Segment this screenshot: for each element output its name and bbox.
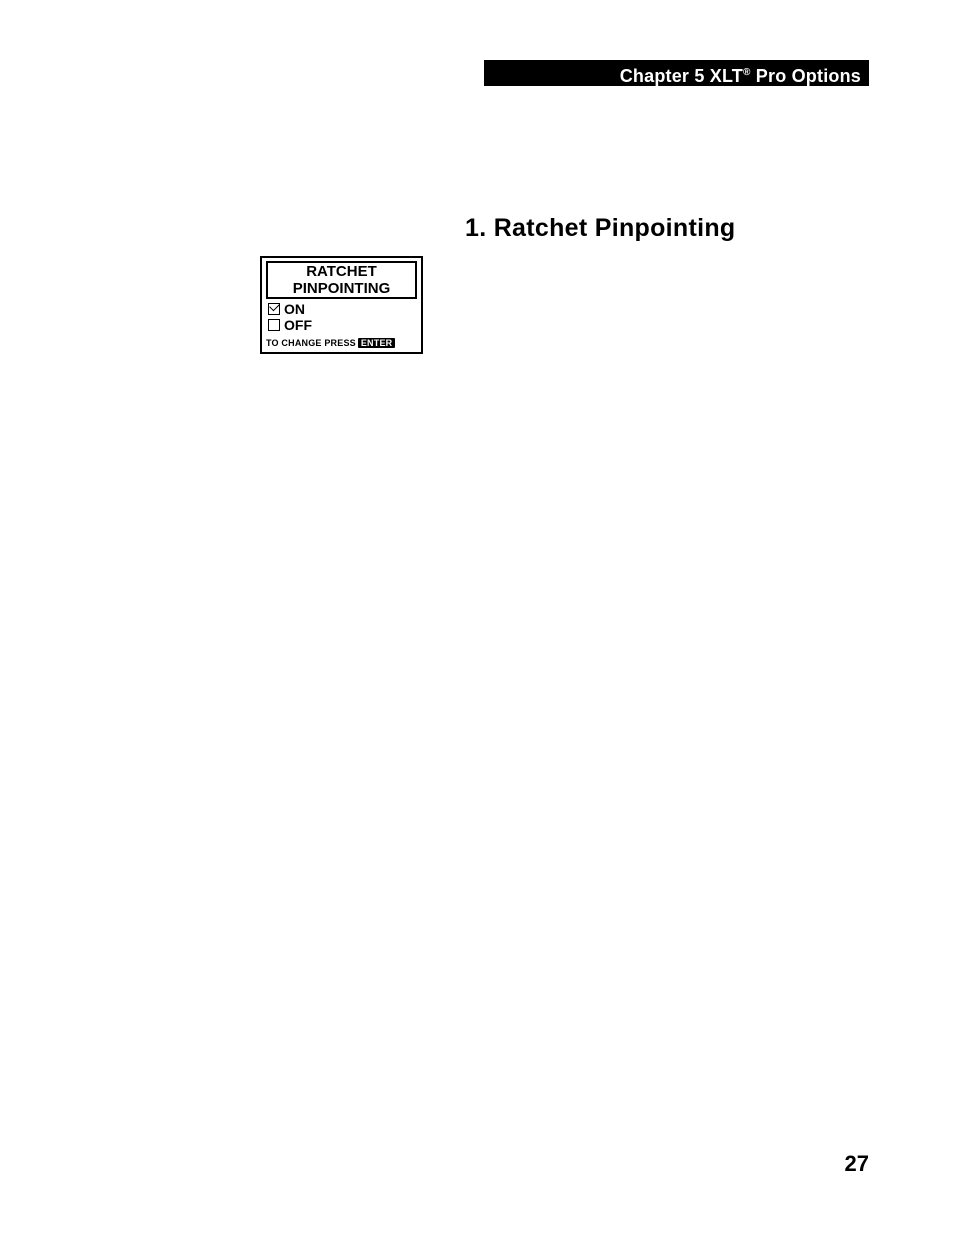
option-off-row[interactable]: OFF [268,317,417,333]
hint-text: TO CHANGE PRESS [266,338,356,348]
checkbox-off-icon [268,319,280,331]
option-off-label: OFF [284,317,312,333]
panel-hint: TO CHANGE PRESSENTER [266,338,395,348]
page-number: 27 [845,1151,869,1177]
page: Chapter 5 XLT® Pro Options 1. Ratchet Pi… [0,0,954,1235]
option-on-label: ON [284,301,305,317]
settings-panel: RATCHET PINPOINTING ON OFF TO CHANGE PRE… [260,256,423,354]
section-title: 1. Ratchet Pinpointing [465,214,736,243]
option-on-row[interactable]: ON [268,301,417,317]
options-list: ON OFF [266,301,417,333]
chapter-text-pre: Chapter 5 XLT [620,66,743,86]
registered-mark: ® [743,67,751,78]
checkbox-on-icon [268,303,280,315]
chapter-text-post: Pro Options [751,66,861,86]
chapter-banner: Chapter 5 XLT® Pro Options [484,60,869,86]
enter-key-label: ENTER [358,338,396,348]
panel-title: RATCHET PINPOINTING [266,261,417,299]
